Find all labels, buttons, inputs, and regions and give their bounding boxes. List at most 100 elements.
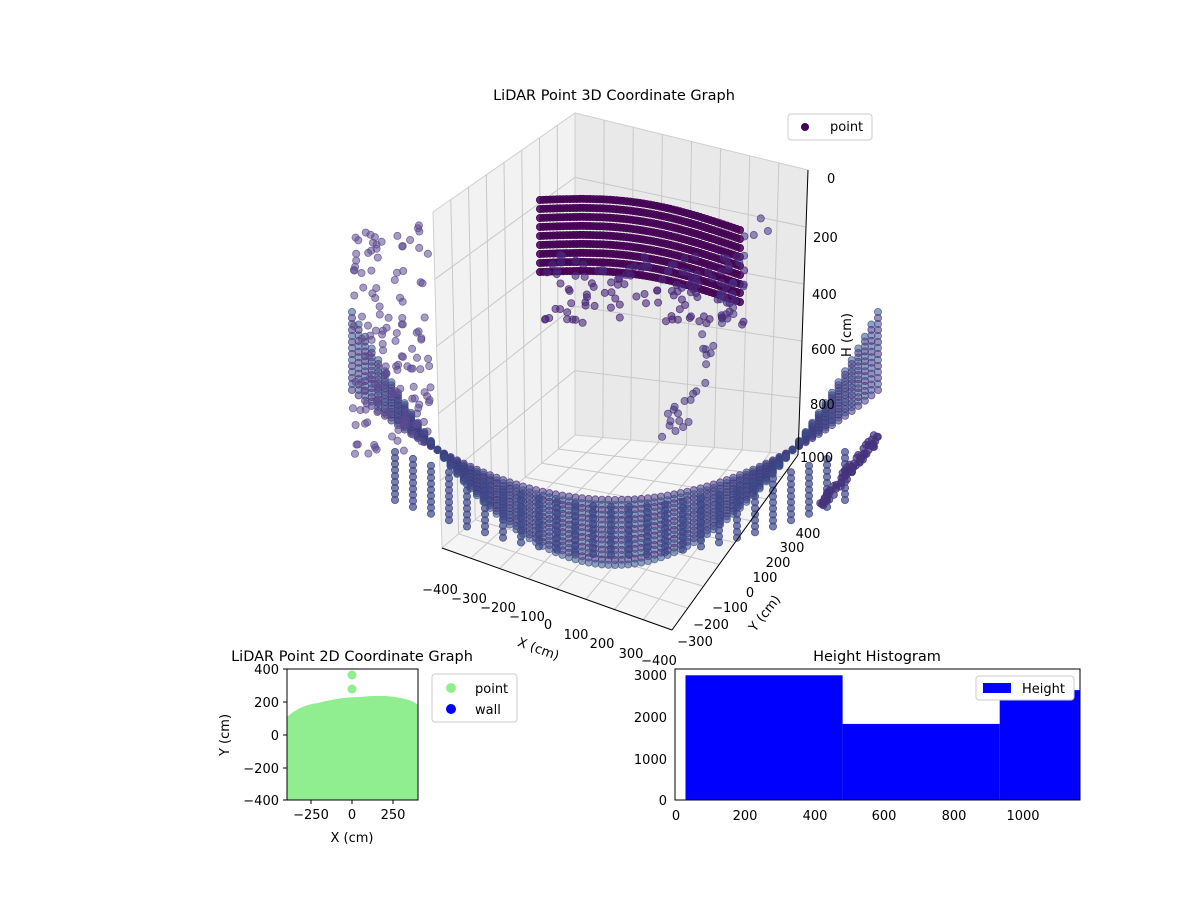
- x-tick-label: 800: [942, 809, 967, 824]
- scatter-point: [367, 335, 376, 344]
- scatter-point: [373, 384, 382, 393]
- scatter-point: [426, 436, 435, 445]
- scatter-point: [410, 394, 419, 403]
- z-tick-label: 1000: [800, 451, 833, 466]
- legend-2d: point wall: [431, 673, 518, 723]
- scatter-point: [525, 534, 534, 543]
- scatter-point: [556, 279, 565, 288]
- scatter-point: [387, 378, 396, 387]
- histogram-legend-swatch: [983, 683, 1011, 693]
- scatter-point: [756, 214, 765, 223]
- y-tick-label: 400: [254, 663, 279, 678]
- scatter-point: [372, 284, 381, 293]
- scatter-point: [672, 280, 681, 289]
- legend-3d-marker: [801, 123, 809, 131]
- x-tick-label: 0: [348, 808, 356, 823]
- scatter-point: [556, 305, 565, 314]
- scatter-point: [578, 318, 587, 327]
- scatter-point: [563, 315, 572, 324]
- z-tick-label: 400: [812, 288, 837, 303]
- point-marker: [347, 670, 357, 680]
- grid-line: [450, 199, 460, 534]
- scatter-point: [408, 344, 417, 353]
- scatter-point: [408, 454, 417, 463]
- scatter-point: [571, 271, 580, 280]
- scatter-point: [348, 404, 357, 413]
- scatter-point: [724, 261, 733, 270]
- scatter-point: [389, 389, 398, 398]
- grid-line: [574, 176, 807, 228]
- scatter-point: [678, 267, 687, 276]
- scatter-point: [823, 454, 832, 463]
- scatter-point: [702, 360, 711, 369]
- chart-2d-title: LiDAR Point 2D Coordinate Graph: [231, 649, 473, 665]
- scatter-point: [788, 445, 797, 454]
- chart-3d-title: LiDAR Point 3D Coordinate Graph: [493, 88, 735, 104]
- scatter-point: [666, 417, 675, 426]
- scatter-point: [625, 502, 634, 511]
- scatter-point: [709, 341, 718, 350]
- scatter-point: [740, 251, 749, 260]
- scatter-point: [415, 400, 424, 409]
- scatter-point: [740, 232, 749, 241]
- scatter-point: [423, 427, 432, 436]
- scatter-point: [805, 461, 814, 470]
- scatter-point: [367, 266, 376, 275]
- scatter-point: [382, 368, 391, 377]
- legend-3d: point: [787, 113, 873, 141]
- scatter-point: [412, 353, 421, 362]
- x-tick-label: 300: [619, 647, 644, 662]
- scatter-point: [371, 293, 380, 302]
- grid-line: [630, 127, 634, 441]
- scatter-point: [692, 276, 701, 285]
- legend-3d-label: point: [830, 120, 863, 135]
- grid-line: [741, 155, 751, 451]
- histogram-title: Height Histogram: [813, 649, 941, 665]
- y-tick-label: −200: [693, 618, 729, 633]
- scatter-point: [409, 430, 418, 439]
- scatter-point: [545, 545, 554, 554]
- scatter-point: [692, 387, 701, 396]
- scatter-point: [735, 258, 744, 267]
- scatter-point: [385, 408, 394, 417]
- grid-line: [539, 137, 543, 464]
- scatter-point: [600, 288, 609, 297]
- grid-line: [574, 305, 803, 342]
- scatter-point: [372, 445, 381, 454]
- point-cloud: [347, 194, 883, 570]
- scatter-point: [669, 405, 678, 414]
- y-axis-label: Y (cm): [218, 714, 233, 757]
- scatter-point: [615, 313, 624, 322]
- scatter-point: [716, 295, 725, 304]
- scatter-point: [658, 432, 667, 441]
- grid-line: [468, 187, 476, 520]
- scatter-point: [670, 548, 679, 557]
- scatter-point: [841, 447, 850, 456]
- scatter-point: [689, 538, 698, 547]
- scatter-point: [733, 485, 742, 494]
- scatter-point: [697, 494, 706, 503]
- legend-2d-marker-point: [446, 683, 456, 693]
- scatter-point: [480, 480, 489, 489]
- y-tick-label: 0: [659, 794, 667, 809]
- scatter-point: [388, 432, 397, 441]
- scatter-point: [423, 392, 432, 401]
- histogram-y-axis: 3000 2000 1000 0: [634, 669, 667, 809]
- scatter-point: [615, 300, 624, 309]
- scatter-point: [365, 351, 374, 360]
- scatter-point: [423, 249, 432, 258]
- scatter-point: [543, 268, 552, 277]
- scatter-point: [357, 334, 366, 343]
- y-tick-label: 3000: [634, 669, 667, 684]
- scatter-point: [498, 485, 507, 494]
- scatter-point: [874, 307, 883, 316]
- x-tick-label: 600: [872, 809, 897, 824]
- y-tick-label: −200: [243, 762, 279, 777]
- scatter-point: [365, 374, 374, 383]
- scatter-point: [808, 418, 817, 427]
- grid-line: [521, 150, 526, 478]
- scatter-point: [440, 454, 449, 463]
- y-tick-label: −300: [677, 635, 713, 650]
- scatter-point: [409, 382, 418, 391]
- scatter-point: [374, 356, 383, 365]
